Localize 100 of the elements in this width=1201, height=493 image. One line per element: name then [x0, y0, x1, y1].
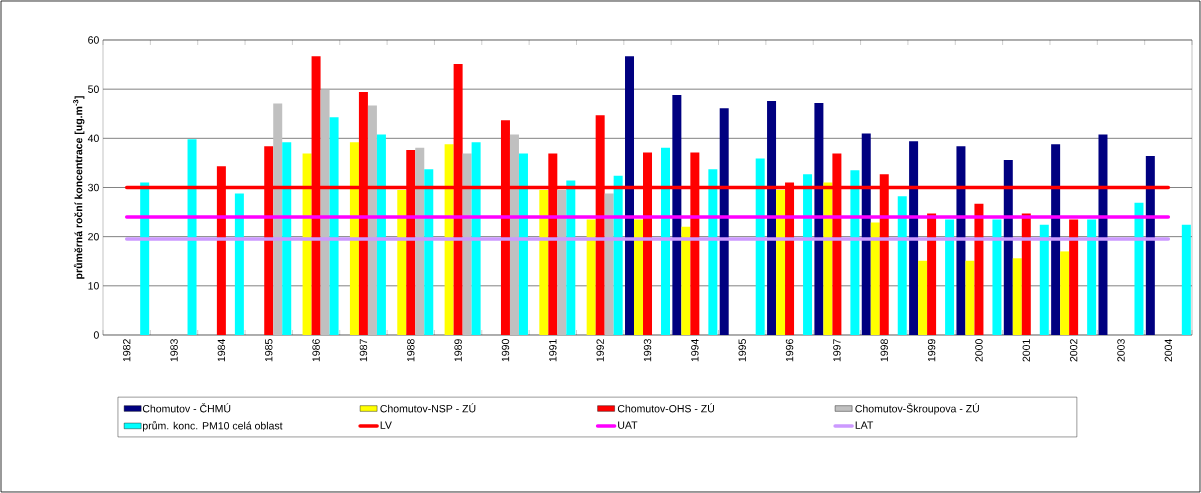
bar: [672, 95, 682, 335]
bar: [140, 182, 150, 335]
bar: [282, 142, 292, 335]
bar: [320, 89, 330, 335]
x-tick-label: 1983: [170, 339, 178, 362]
bar: [1060, 251, 1070, 335]
x-tick-label: 1982: [122, 339, 131, 362]
bar: [927, 213, 937, 335]
bar: [861, 133, 871, 335]
bar: [918, 260, 928, 335]
bar: [376, 134, 386, 335]
bar: [803, 174, 813, 335]
x-tick-label: 1992: [596, 339, 604, 362]
x-tick-label: 1991: [549, 339, 557, 362]
legend-label: Chomutov-Škroupova - ZÚ: [855, 403, 979, 415]
bar: [613, 175, 623, 335]
x-tick-label: 2003: [1117, 339, 1125, 362]
bar: [897, 196, 907, 335]
bar: [909, 141, 919, 335]
bar: [1145, 156, 1155, 335]
bar: [1021, 213, 1031, 335]
x-tick-label: 2000: [975, 339, 983, 362]
y-tick-label: 10: [88, 282, 99, 290]
x-tick-label: 1984: [217, 339, 226, 362]
bar: [634, 219, 644, 335]
y-tick-label: 0: [93, 331, 99, 339]
bar: [870, 222, 880, 335]
bar: [586, 219, 596, 335]
x-tick-label: 1999: [927, 339, 936, 362]
bar: [424, 169, 434, 335]
bar: [367, 105, 377, 335]
bar: [1069, 219, 1079, 335]
x-tick-label: 1987: [359, 339, 368, 362]
bar: [992, 219, 1002, 335]
bar: [755, 158, 765, 335]
bar: [397, 189, 407, 335]
x-tick-label: 1996: [785, 339, 794, 362]
x-tick-label: 1988: [407, 339, 415, 362]
x-tick-label: 1993: [643, 339, 652, 362]
bar: [234, 193, 244, 335]
y-tick-label: 40: [87, 134, 99, 143]
bar: [1012, 258, 1022, 335]
legend-label: Chomutov - ČHMÚ: [142, 403, 231, 413]
x-tick-label: 1986: [312, 339, 320, 362]
bar: [518, 153, 528, 335]
legend-label: Chomutov-OHS - ZÚ: [617, 403, 714, 413]
x-tick-label: 1995: [738, 339, 746, 362]
bar: [1134, 202, 1144, 335]
bar: [415, 147, 425, 335]
bar: [850, 170, 860, 335]
legend-label: Chomutov-NSP - ZÚ: [380, 403, 476, 413]
bar: [604, 193, 614, 335]
y-tick-label: 30: [88, 183, 99, 192]
bar: [1181, 224, 1191, 335]
bar: [349, 142, 359, 335]
x-tick-label: 1989: [454, 339, 462, 362]
bar: [329, 117, 339, 335]
bar: [302, 153, 312, 335]
bar: [814, 102, 824, 335]
bar: [956, 146, 966, 335]
bar: [566, 180, 576, 335]
x-tick-label: 1994: [691, 339, 699, 362]
bar: [719, 108, 729, 335]
y-tick-label: 20: [88, 232, 99, 241]
bar: [1087, 219, 1097, 335]
bar: [187, 139, 197, 335]
bar: [965, 260, 975, 335]
bar: [444, 144, 454, 335]
legend-label: prům. konc. PM10 celá oblast: [143, 420, 283, 432]
bar: [1039, 224, 1049, 335]
bar: [776, 189, 786, 335]
bar: [767, 100, 777, 335]
legend-label: UAT: [618, 421, 638, 429]
x-tick-label: 1997: [833, 339, 841, 362]
legend-label: LV: [380, 421, 392, 429]
x-tick-label: 1998: [880, 339, 888, 362]
bar: [708, 169, 718, 335]
bar: [557, 189, 567, 335]
bar: [974, 203, 984, 335]
x-tick-label: 1990: [501, 339, 510, 362]
bar: [1098, 134, 1108, 335]
bar: [945, 219, 955, 335]
bar: [625, 56, 635, 335]
y-tick-label: 50: [88, 85, 99, 93]
bar: [273, 103, 283, 335]
bar: [681, 226, 691, 335]
bar: [509, 134, 519, 335]
x-tick-label: 2004: [1164, 339, 1173, 362]
x-tick-label: 2002: [1069, 339, 1078, 362]
x-tick-label: 1985: [265, 339, 273, 362]
bar: [1051, 144, 1061, 335]
bar: [539, 189, 549, 335]
bar: [1003, 159, 1013, 335]
legend-label: LAT: [855, 421, 874, 429]
text: průměrná roční koncentrace [ug.m$^{-3}$]: [73, 96, 85, 279]
bar: [823, 182, 833, 335]
bar: [462, 153, 472, 335]
bar: [471, 142, 481, 335]
y-tick-label: 60: [88, 36, 99, 44]
x-tick-label: 2001: [1022, 339, 1031, 362]
